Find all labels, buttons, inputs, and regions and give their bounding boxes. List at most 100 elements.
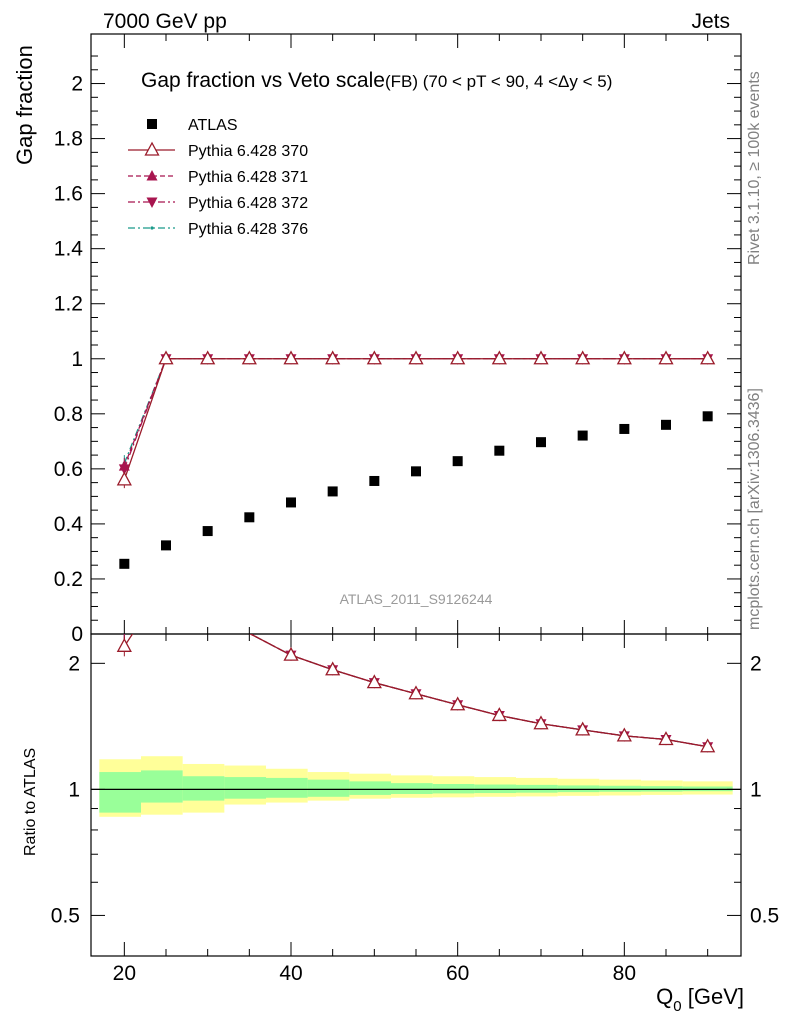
header-right: Jets: [691, 10, 730, 33]
legend-entry: Pythia 6.428 372: [188, 195, 308, 212]
mc-point: [533, 350, 549, 365]
atlas-data-point: [619, 423, 630, 434]
stat-uncertainty-band: [99, 772, 141, 813]
mc-point: [575, 350, 591, 365]
header-left: 7000 GeV pp: [103, 10, 227, 33]
ratio-y-tick-label-right: 1: [750, 778, 762, 801]
atlas-data-point: [161, 540, 171, 551]
legend-entry: Pythia 6.428 370: [188, 143, 308, 160]
mc-point: [325, 350, 341, 365]
legend-marker: [146, 197, 158, 208]
mc-ratio-point: [700, 738, 716, 753]
mc-ratio-point: [450, 696, 466, 711]
mc-point: [283, 350, 299, 365]
atlas-data-point: [411, 466, 421, 477]
x-axis-label: Q0 [GeV]: [656, 984, 744, 1015]
atlas-data-point: [536, 437, 546, 448]
ratio-y-tick-label-right: 2: [750, 652, 762, 675]
legend-marker: [144, 141, 160, 156]
mc-ratio-point: [325, 661, 341, 676]
mc-ratio-point: [116, 637, 132, 652]
stat-uncertainty-band: [307, 779, 350, 797]
stat-uncertainty-band: [266, 777, 308, 798]
axis-ticks: [91, 34, 741, 957]
mc-ratio-point: [491, 707, 507, 722]
atlas-data-point: [577, 430, 588, 441]
atlas-data-point: [202, 526, 213, 537]
ratio-uncertainty-bands: [91, 756, 741, 817]
mc-point: [408, 350, 424, 365]
y-tick-label: 0.4: [54, 513, 84, 536]
legend-marker: [147, 119, 157, 129]
y-tick-label: 1: [71, 348, 83, 371]
stat-uncertainty-band: [391, 783, 433, 794]
legend-entry: Pythia 6.428 376: [188, 221, 308, 238]
stat-uncertainty-band: [599, 785, 641, 792]
legend-marker: [150, 226, 154, 230]
stat-uncertainty-band: [557, 785, 600, 793]
mc-point: [616, 350, 632, 365]
mc-point: [366, 350, 382, 365]
y-tick-label: 0.6: [54, 458, 83, 481]
mc-ratio-point: [533, 715, 549, 730]
plot-title-sub: (FB) (70 < pT < 90, 4 <Δy < 5): [385, 72, 612, 91]
legend-marker: [146, 170, 158, 181]
atlas-data-point: [119, 558, 130, 569]
atlas-data-point: [661, 419, 671, 430]
x-tick-label: 20: [113, 962, 136, 985]
y-tick-label: 0: [71, 623, 83, 646]
legend-entry: ATLAS: [188, 117, 238, 134]
mc-point: [200, 350, 216, 365]
mc-point: [116, 471, 132, 486]
y-axis-label: Gap fraction: [12, 45, 37, 165]
ratio-y-axis-label: Ratio to ATLAS: [22, 747, 39, 856]
mc-ratio-point: [408, 685, 424, 700]
stat-uncertainty-band: [432, 783, 475, 794]
plot-title: Gap fraction vs Veto scale(FB) (70 < pT …: [141, 69, 612, 92]
stat-uncertainty-band: [224, 777, 266, 799]
atlas-data-point: [452, 456, 463, 467]
mc-ratio-point: [366, 674, 382, 689]
legend: ATLAS Pythia 6.428 370 Pythia 6.428 371 Pyt…: [128, 117, 308, 238]
mcplots-reference: mcplots.cern.ch [arXiv:1306.3436]: [746, 388, 763, 630]
atlas-data-point: [702, 411, 713, 422]
x-tick-label: 60: [446, 962, 469, 985]
y-tick-label: 1.8: [54, 128, 83, 151]
y-tick-label: 0.2: [54, 568, 83, 591]
y-tick-label: 0.8: [54, 403, 83, 426]
y-tick-label: 2: [71, 73, 83, 96]
mc-point: [450, 350, 466, 365]
mc-ratio-point: [616, 727, 632, 742]
mc-point: [700, 350, 716, 365]
y-tick-label: 1.2: [54, 293, 83, 316]
rivet-version-note: Rivet 3.1.10, ≥ 100k events: [746, 71, 763, 265]
mc-point: [158, 350, 174, 365]
mc-point: [118, 460, 130, 471]
data-markers: [116, 350, 716, 753]
axis-labels: 20 40 60 80 0 0.2 0.4 0.6 0.8 1 1.2 1.4 1.6 1.8 2 0.5 1 2…: [51, 73, 779, 985]
mc-ratio-point: [575, 721, 591, 736]
ratio-y-tick-label: 2: [68, 652, 80, 675]
stat-uncertainty-band: [182, 776, 225, 801]
y-tick-label: 1.4: [54, 238, 84, 261]
stat-uncertainty-band: [349, 781, 391, 795]
plot-title-main: Gap fraction vs Veto scale: [141, 69, 385, 92]
atlas-data-point: [494, 445, 505, 456]
stat-uncertainty-band: [141, 770, 183, 803]
atlas-data-point: [286, 497, 296, 508]
y-tick-label: 1.6: [54, 183, 83, 206]
atlas-data-point: [369, 475, 380, 486]
analysis-watermark: ATLAS_2011_S9126244: [340, 591, 493, 607]
mc-point: [491, 350, 507, 365]
ratio-y-tick-label: 0.5: [51, 904, 80, 927]
mc-point: [658, 350, 674, 365]
legend-entry: Pythia 6.428 371: [188, 169, 308, 186]
ratio-y-tick-label-right: 0.5: [750, 904, 779, 927]
x-tick-label: 80: [613, 962, 636, 985]
mc-ratio-point: [658, 731, 674, 746]
ratio-y-tick-label: 1: [68, 778, 80, 801]
atlas-data-point: [244, 512, 255, 523]
x-tick-label: 40: [279, 962, 302, 985]
atlas-data-point: [327, 486, 338, 497]
